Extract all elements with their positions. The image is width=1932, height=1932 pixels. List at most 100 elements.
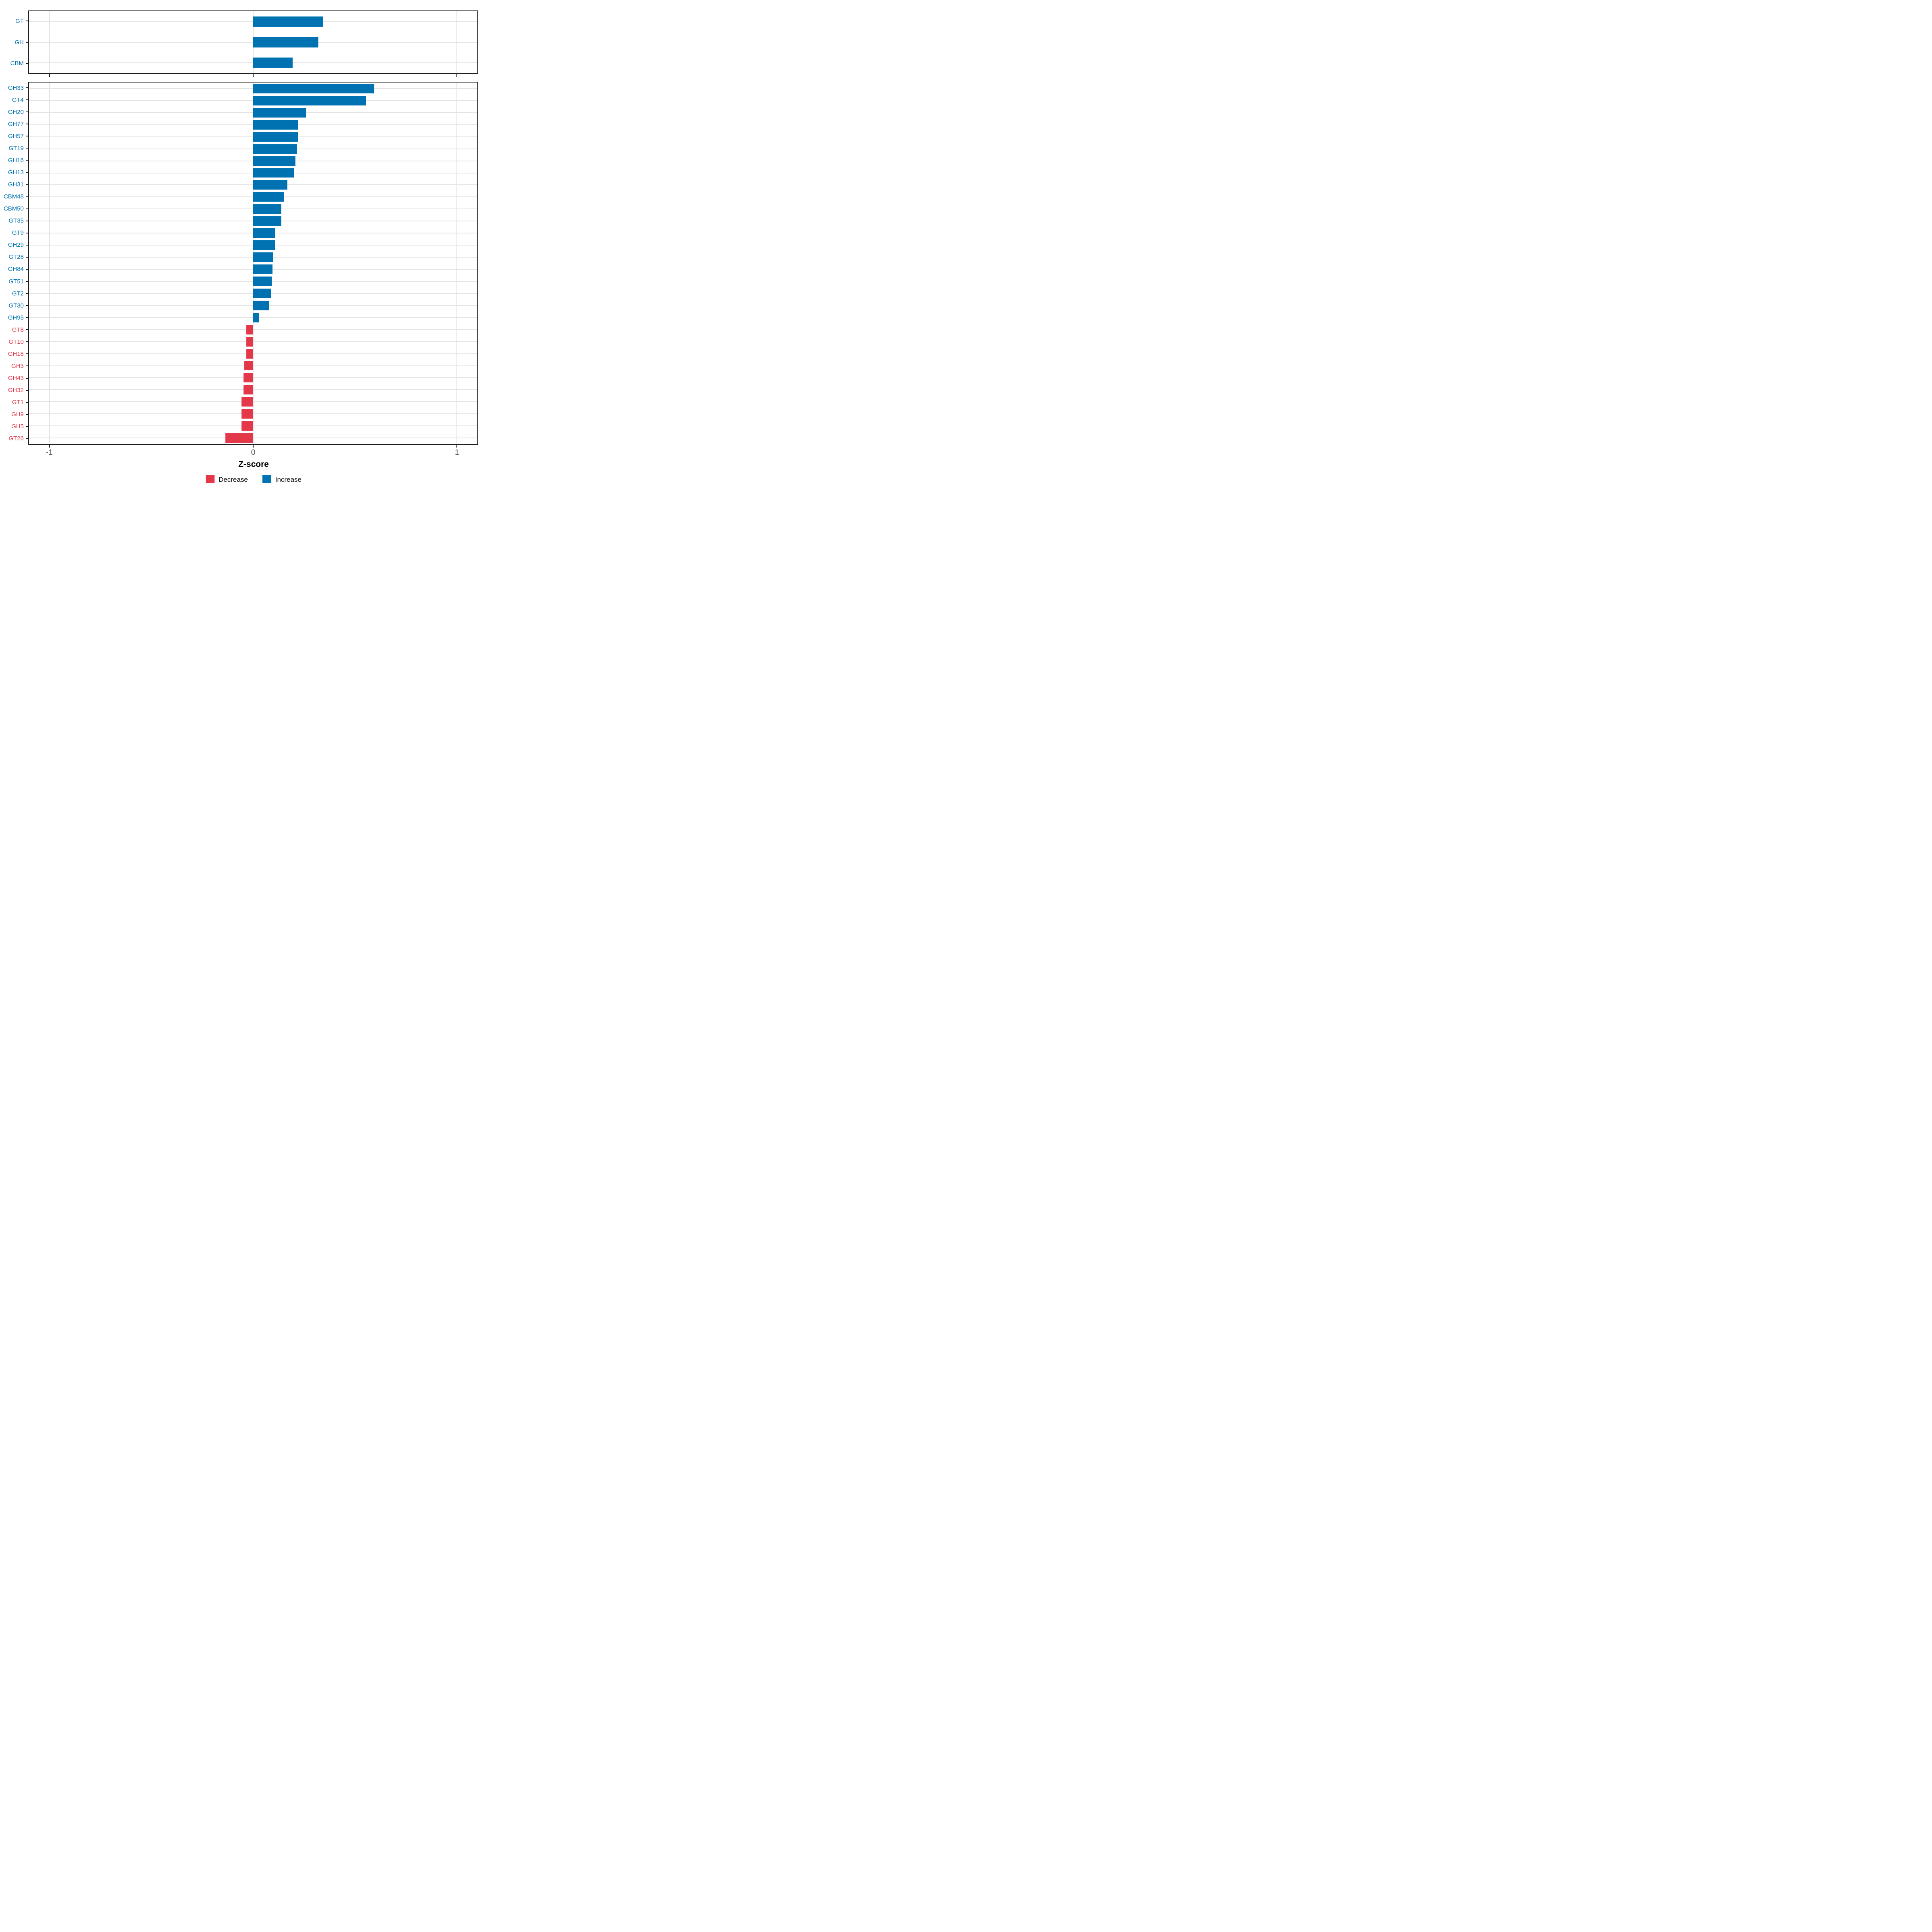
horizontal-gridline	[29, 329, 477, 330]
bar-row-GH18	[29, 348, 477, 360]
category-label-GH95: GH95	[8, 314, 24, 321]
summary-x-ticks	[29, 74, 477, 77]
y-axis-tick	[26, 184, 28, 185]
category-label-GH77: GH77	[8, 120, 24, 128]
category-label-GT4: GT4	[12, 96, 24, 103]
x-axis-tick	[253, 74, 254, 77]
y-axis-tick	[26, 42, 28, 43]
category-label-row: GH43	[1, 372, 28, 384]
x-axis-title: Z-score	[238, 460, 269, 469]
y-axis-tick	[26, 244, 28, 246]
bar-GH	[253, 37, 318, 48]
category-label-GH29: GH29	[8, 242, 24, 249]
bar-row-GH43	[29, 372, 477, 384]
bar-GT1	[242, 397, 253, 407]
category-label-GH57: GH57	[8, 132, 24, 140]
bar-row-CBM50	[29, 203, 477, 215]
category-label-row: GH	[1, 32, 28, 53]
y-axis-tick	[26, 281, 28, 282]
y-axis-tick	[26, 208, 28, 209]
y-axis-tick	[26, 160, 28, 161]
bar-GT35	[253, 216, 282, 226]
y-axis-tick	[26, 414, 28, 415]
y-axis-tick	[26, 378, 28, 379]
horizontal-gridline	[29, 425, 477, 427]
category-label-row: GH9	[1, 409, 28, 421]
bar-row-CBM	[29, 53, 477, 73]
bar-GT8	[246, 324, 253, 334]
category-label-GH16: GH16	[8, 157, 24, 164]
bar-CBM48	[253, 192, 284, 202]
category-label-CBM: CBM	[10, 60, 24, 67]
bar-GH9	[242, 409, 253, 419]
families-x-ticks	[29, 445, 477, 448]
bar-GT4	[253, 95, 366, 105]
category-label-GH13: GH13	[8, 169, 24, 176]
category-label-row: GH32	[1, 384, 28, 396]
category-label-GH5: GH5	[11, 423, 24, 430]
bar-GH95	[253, 312, 259, 322]
bar-row-CBM48	[29, 191, 477, 203]
bar-row-GH9	[29, 408, 477, 420]
category-label-row: GH77	[1, 118, 28, 130]
bar-row-GH29	[29, 239, 477, 251]
category-label-row: GT8	[1, 324, 28, 336]
category-label-GT19: GT19	[8, 144, 24, 152]
y-axis-tick	[26, 256, 28, 258]
x-axis-tick	[456, 445, 458, 448]
summary-rows	[29, 11, 477, 73]
bar-row-GT	[29, 11, 477, 32]
bar-GH31	[253, 180, 287, 190]
bar-GH57	[253, 132, 298, 142]
x-axis-labels: -1 0 1	[29, 449, 477, 458]
category-label-GT2: GT2	[12, 290, 24, 297]
category-label-GH20: GH20	[8, 108, 24, 116]
bar-row-GH32	[29, 384, 477, 396]
horizontal-gridline	[29, 389, 477, 390]
horizontal-gridline	[29, 353, 477, 354]
x-tick-label-pos1: 1	[455, 448, 459, 457]
horizontal-gridline	[29, 341, 477, 342]
category-label-row: GT2	[1, 287, 28, 299]
y-axis-tick	[26, 148, 28, 149]
vertical-gridline	[456, 83, 458, 444]
x-axis-tick	[49, 445, 50, 448]
bar-GT26	[225, 433, 253, 443]
category-label-row: GT35	[1, 215, 28, 227]
category-label-GH9: GH9	[11, 411, 24, 418]
vertical-gridline	[49, 83, 50, 444]
x-tick-label-neg1: -1	[46, 448, 53, 457]
bar-row-GH95	[29, 312, 477, 324]
category-label-row: CBM	[1, 53, 28, 74]
y-axis-tick	[26, 438, 28, 439]
bar-row-GT26	[29, 432, 477, 444]
bar-GH3	[244, 361, 253, 371]
category-label-row: GH57	[1, 130, 28, 142]
category-label-row: GT	[1, 10, 28, 32]
bar-row-GT9	[29, 227, 477, 239]
families-panel-y-axis: GH33 GT4 GH20 GH77 GH57 GT19 GH16 GH13 GH31 CBM48…	[1, 82, 28, 445]
category-label-row: GT10	[1, 336, 28, 348]
x-axis-tick	[456, 74, 458, 77]
families-rows	[29, 83, 477, 444]
y-axis-tick	[26, 87, 28, 89]
category-label-row: GT9	[1, 227, 28, 239]
bar-row-GH	[29, 32, 477, 52]
bar-GH16	[253, 156, 296, 166]
bar-row-GT35	[29, 215, 477, 227]
bar-row-GT4	[29, 95, 477, 107]
category-label-row: GT19	[1, 142, 28, 154]
category-label-row: GH95	[1, 312, 28, 324]
category-label-row: GH18	[1, 348, 28, 360]
decrease-color-swatch	[206, 475, 215, 483]
vertical-gridline	[253, 83, 254, 444]
families-panel: GH33 GT4 GH20 GH77 GH57 GT19 GH16 GH13 GH31 CBM48…	[1, 82, 478, 445]
legend-item-increase: Increase	[262, 475, 301, 483]
category-label-row: GH5	[1, 421, 28, 433]
bar-row-GH77	[29, 119, 477, 131]
bar-GH84	[253, 264, 273, 274]
bar-row-GT30	[29, 299, 477, 312]
y-axis-tick	[26, 196, 28, 197]
bar-row-GT51	[29, 275, 477, 287]
bar-GH33	[253, 84, 374, 93]
